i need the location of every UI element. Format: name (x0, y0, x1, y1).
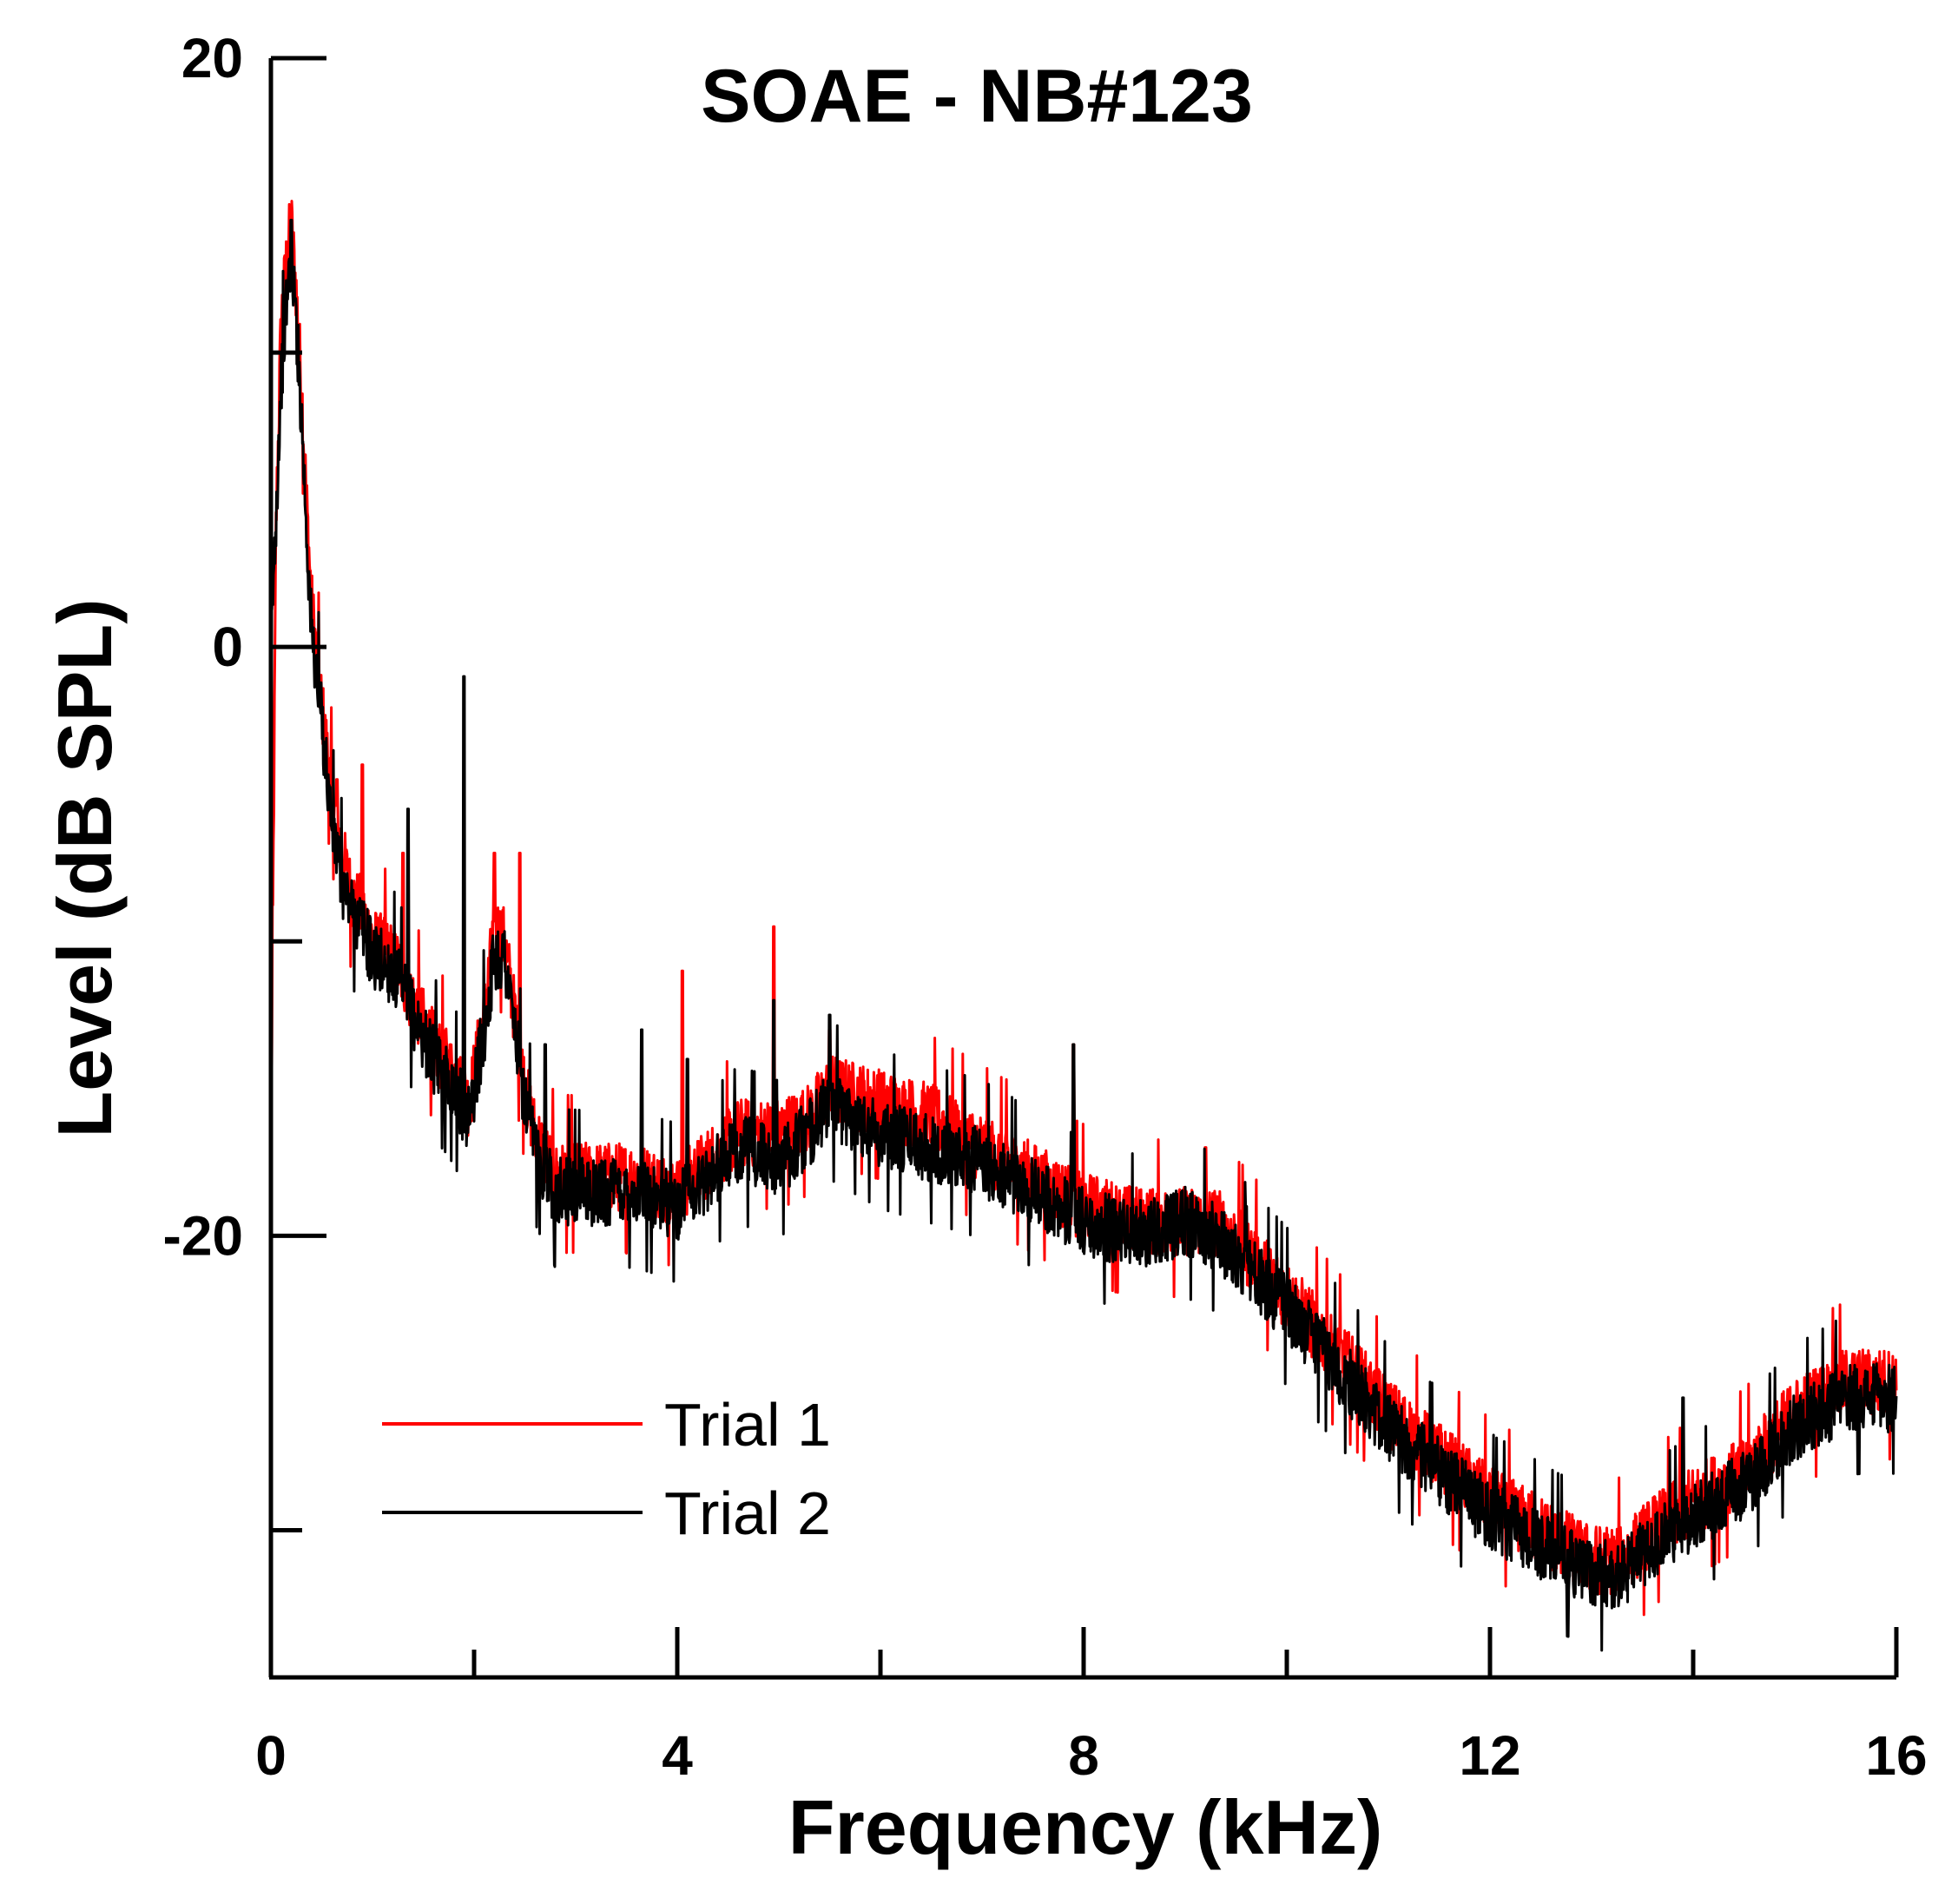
x-axis-title: Frequency (kHz) (788, 1784, 1383, 1870)
x-tick-label-4: 4 (662, 1724, 693, 1787)
legend-label-trial-1: Trial 1 (664, 1391, 831, 1459)
legend-label-trial-2: Trial 2 (664, 1479, 831, 1547)
ticks-layer: 0 4 8 12 16 20 0 -20 (163, 27, 1928, 1787)
y-tick-label-0: 0 (212, 616, 243, 678)
series-layer (269, 200, 1898, 1652)
x-tick-label-8: 8 (1068, 1724, 1099, 1787)
y-axis-title: Level (dB SPL) (42, 599, 128, 1138)
x-tick-label-0: 0 (255, 1724, 287, 1787)
series-line-trial-2 (269, 219, 1898, 1652)
y-tick-label-20: 20 (181, 27, 243, 89)
legend: Trial 1 Trial 2 (382, 1391, 831, 1547)
chart-title: SOAE - NB#123 (701, 55, 1253, 138)
x-tick-label-16: 16 (1865, 1724, 1927, 1787)
x-tick-label-12: 12 (1459, 1724, 1520, 1787)
y-tick-label--20: -20 (163, 1204, 244, 1267)
